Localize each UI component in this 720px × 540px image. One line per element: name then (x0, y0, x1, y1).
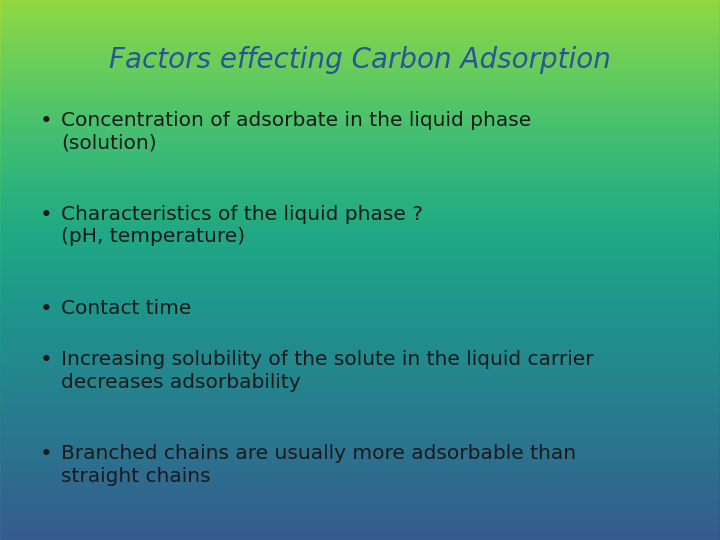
Text: Characteristics of the liquid phase ?
(pH, temperature): Characteristics of the liquid phase ? (p… (61, 205, 423, 246)
Text: •: • (40, 205, 53, 225)
Text: Concentration of adsorbate in the liquid phase
(solution): Concentration of adsorbate in the liquid… (61, 111, 531, 152)
Text: •: • (40, 350, 53, 370)
Text: Increasing solubility of the solute in the liquid carrier
decreases adsorbabilit: Increasing solubility of the solute in t… (61, 350, 594, 392)
Text: Contact time: Contact time (61, 299, 192, 318)
Text: •: • (40, 444, 53, 464)
Text: Factors effecting Carbon Adsorption: Factors effecting Carbon Adsorption (109, 46, 611, 74)
Text: •: • (40, 299, 53, 319)
Text: •: • (40, 111, 53, 131)
Text: Branched chains are usually more adsorbable than
straight chains: Branched chains are usually more adsorba… (61, 444, 576, 486)
